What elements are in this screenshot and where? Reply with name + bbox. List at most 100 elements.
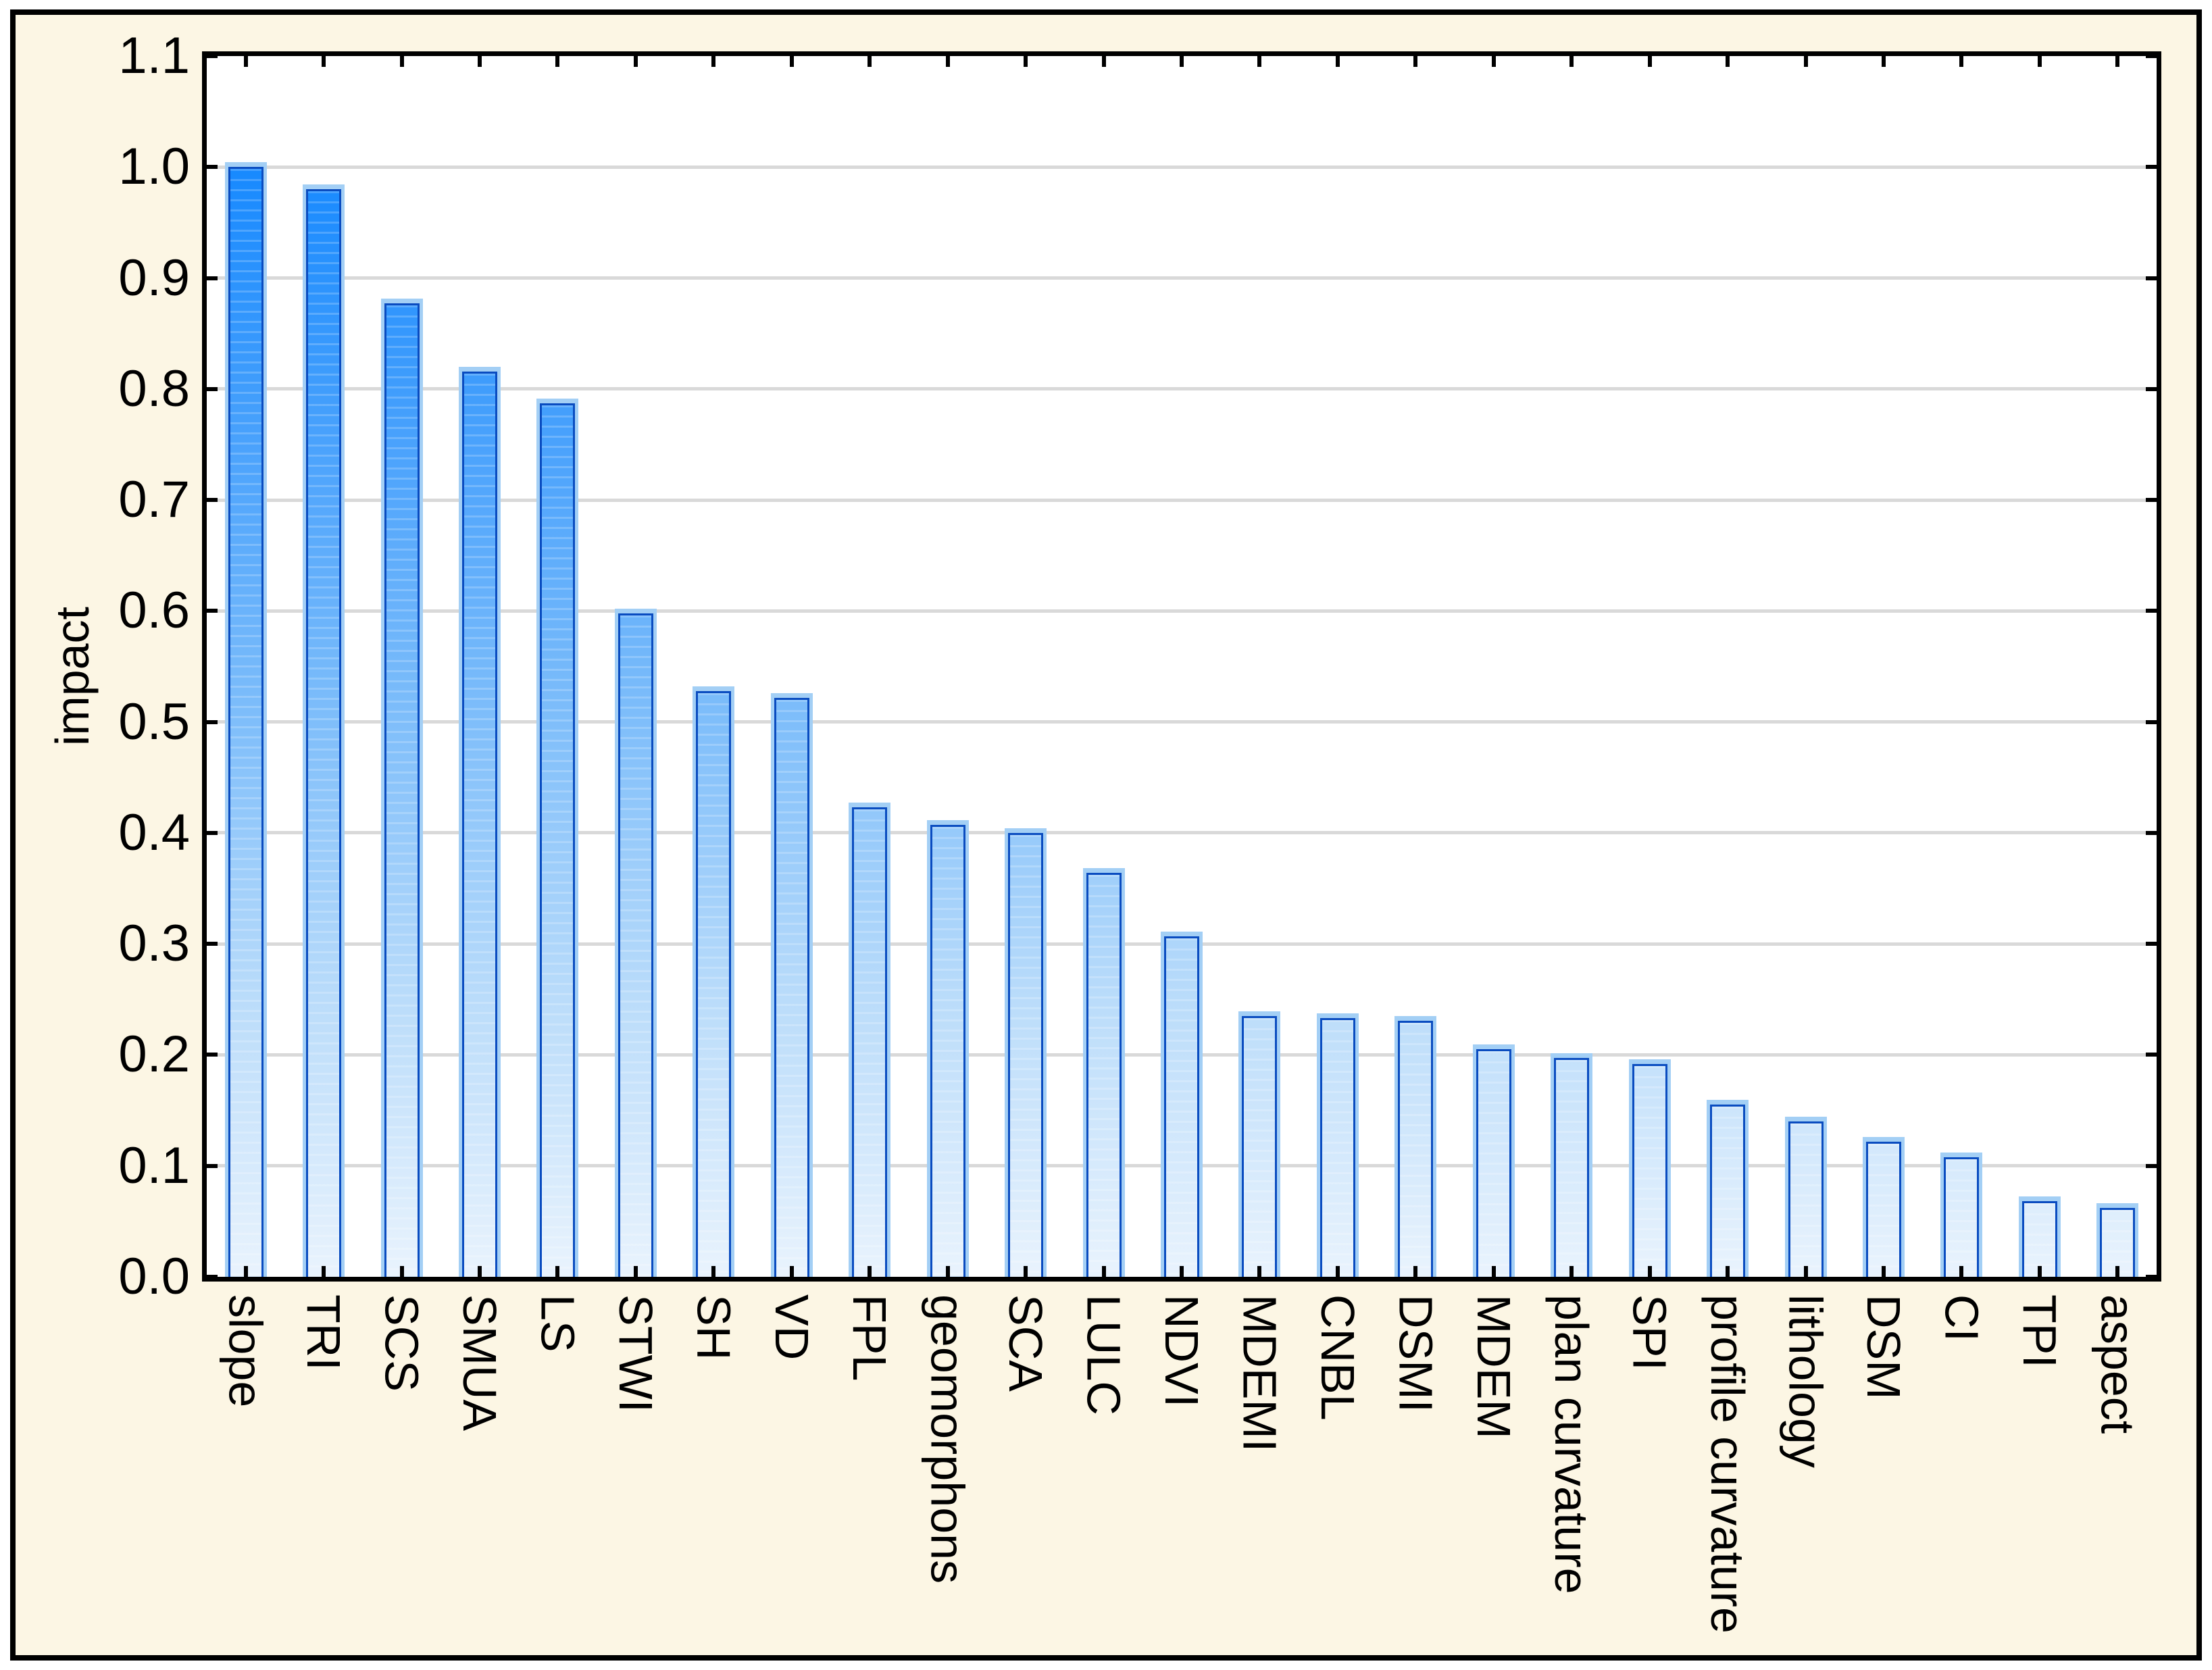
x-axis-tick-bottom [1101, 1266, 1106, 1277]
y-axis-tick-left [207, 165, 218, 170]
bar-SMUA [459, 366, 501, 1277]
bar-gradient-banding [2102, 1210, 2134, 1277]
y-tick-label: 0.5 [118, 692, 190, 751]
x-axis-tick-top [1959, 56, 1964, 67]
x-tick-label-geomorphons: geomorphons [909, 1294, 986, 1670]
bar-gradient-banding [1712, 1107, 1744, 1277]
bar-SPI [1628, 1059, 1671, 1277]
x-axis-tick-bottom [633, 1266, 638, 1277]
plot-area [202, 51, 2161, 1282]
bar-fill [1554, 1058, 1590, 1277]
x-tick-label-MDEM: MDEM [1455, 1294, 1532, 1670]
bar-gradient-banding [932, 827, 963, 1277]
x-axis-tick-bottom [2115, 1266, 2120, 1277]
x-tick-label-text: VD [765, 1294, 818, 1361]
gridline [207, 831, 2157, 835]
bar-gradient-banding [1400, 1022, 1432, 1277]
x-axis-tick-bottom [1413, 1266, 1418, 1277]
bar-gradient-banding [620, 615, 651, 1277]
gridline [207, 387, 2157, 391]
x-tick-label-text: aspect [2091, 1294, 2144, 1434]
bar-VD [770, 692, 813, 1277]
y-axis-tick-left [207, 830, 218, 835]
bar-fill [540, 403, 576, 1277]
x-axis-tick-bottom [1959, 1266, 1964, 1277]
x-tick-label-text: SH [687, 1294, 740, 1361]
y-tick-label: 0.3 [118, 915, 190, 973]
x-axis-tick-bottom [789, 1266, 794, 1277]
bar-gradient-banding [854, 809, 886, 1277]
bar-CI [1940, 1152, 1983, 1277]
x-tick-label-slope: slope [207, 1294, 284, 1670]
x-tick-label-plan-curvature: plan curvature [1532, 1294, 1610, 1670]
y-axis-tick-left [207, 1053, 218, 1057]
bar-plan-curvature [1551, 1053, 1593, 1277]
x-axis-tick-top [1491, 56, 1496, 67]
x-axis-tick-top [322, 56, 326, 67]
bar-fill [384, 303, 420, 1277]
x-tick-label-text: MDEM [1467, 1294, 1520, 1439]
x-tick-label-text: FPL [843, 1294, 897, 1382]
x-tick-label-profile-curvature: profile curvature [1688, 1294, 1766, 1670]
y-tick-label: 0.0 [118, 1248, 190, 1305]
x-tick-label-text: profile curvature [1701, 1294, 1755, 1634]
y-axis-tick-right [2146, 1053, 2157, 1057]
bar-fill [1944, 1157, 1980, 1277]
bar-gradient-banding [2024, 1203, 2055, 1277]
x-tick-label-STWI: STWI [597, 1294, 674, 1670]
x-tick-label-text: SPI [1623, 1294, 1676, 1371]
y-tick-label: 1.1 [118, 27, 190, 84]
y-axis-tick-right [2146, 498, 2157, 503]
bar-DSM [1862, 1136, 1905, 1277]
x-tick-label-MDEMI: MDEMI [1221, 1294, 1299, 1670]
x-axis-tick-bottom [478, 1266, 482, 1277]
bar-fill [1865, 1141, 1901, 1277]
bar-fill [1632, 1063, 1667, 1277]
y-axis-tick-left [207, 942, 218, 946]
y-axis-tick-right [2146, 942, 2157, 946]
y-tick-label: 0.8 [118, 359, 190, 418]
gridline [207, 609, 2157, 613]
x-tick-label-text: geomorphons [921, 1294, 974, 1584]
bar-FPL [849, 803, 891, 1277]
bar-fill [1319, 1018, 1355, 1277]
y-tick-label: 0.9 [118, 249, 190, 307]
y-axis-tick-left [207, 1275, 218, 1279]
x-axis-tick-top [711, 56, 716, 67]
y-axis-tick-left [207, 498, 218, 503]
bar-gradient-banding [776, 699, 807, 1277]
x-tick-label-text: LULC [1077, 1294, 1130, 1415]
x-tick-label-CNBL: CNBL [1299, 1294, 1376, 1670]
bar-gradient-banding [1946, 1159, 1978, 1277]
bar-fill [1476, 1049, 1511, 1277]
bar-gradient-banding [1010, 834, 1042, 1277]
bar-fill [2021, 1201, 2057, 1277]
bar-MDEM [1472, 1044, 1515, 1277]
bar-fill [1164, 936, 1199, 1277]
y-tick-label: 0.7 [118, 471, 190, 529]
bar-fill [852, 807, 888, 1277]
y-tick-label: 0.1 [118, 1136, 190, 1194]
bar-fill [930, 825, 965, 1277]
y-tick-label: 1.0 [118, 138, 190, 196]
bar-lithology [1784, 1117, 1827, 1277]
x-axis-tick-top [1647, 56, 1652, 67]
bar-gradient-banding [1634, 1065, 1665, 1277]
bar-gradient-banding [308, 191, 340, 1277]
x-axis-tick-bottom [1569, 1266, 1574, 1277]
bar-MDEMI [1238, 1011, 1281, 1277]
bar-gradient-banding [230, 169, 261, 1277]
x-axis-tick-bottom [1257, 1266, 1262, 1277]
x-axis-tick-top [478, 56, 482, 67]
bar-fill [228, 167, 263, 1277]
x-tick-label-SCA: SCA [986, 1294, 1064, 1670]
x-axis-tick-top [1257, 56, 1262, 67]
bar-gradient-banding [1166, 938, 1197, 1277]
x-tick-label-SH: SH [675, 1294, 753, 1670]
bar-fill [618, 613, 653, 1277]
bar-fill [1710, 1105, 1746, 1277]
y-axis-tick-left [207, 54, 218, 58]
y-axis-tick-right [2146, 609, 2157, 613]
bar-fill [2100, 1208, 2136, 1277]
